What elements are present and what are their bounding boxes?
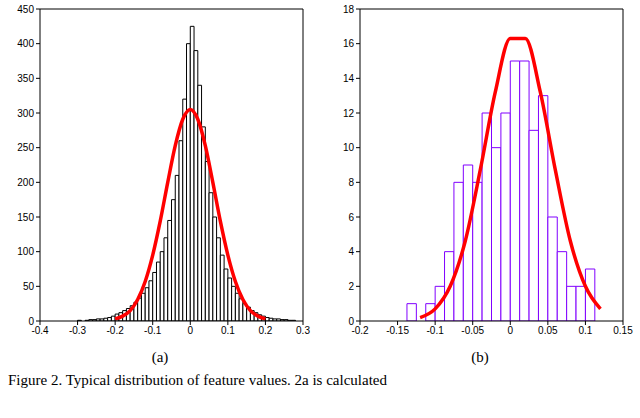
svg-text:0.3: 0.3	[296, 325, 310, 336]
svg-text:350: 350	[17, 73, 34, 84]
svg-text:0.15: 0.15	[613, 325, 632, 336]
svg-text:200: 200	[17, 177, 34, 188]
svg-text:-0.1: -0.1	[427, 325, 445, 336]
svg-text:-0.3: -0.3	[69, 325, 87, 336]
svg-text:0: 0	[188, 325, 194, 336]
svg-text:0: 0	[508, 325, 514, 336]
html-text:Figure 2. Typical distribution: Figure 2. Typical distribution of featur…	[8, 372, 387, 388]
svg-text:-0.05: -0.05	[461, 325, 484, 336]
html-text:(b): (b)	[471, 349, 489, 365]
html-text:(a): (a)	[151, 349, 169, 365]
svg-text:12: 12	[343, 108, 355, 119]
svg-text:150: 150	[17, 212, 34, 223]
svg-text:0: 0	[348, 316, 354, 327]
svg-text:-0.1: -0.1	[144, 325, 162, 336]
svg-text:8: 8	[348, 177, 354, 188]
svg-text:0.05: 0.05	[538, 325, 558, 336]
svg-text:50: 50	[23, 281, 35, 292]
svg-text:18: 18	[343, 4, 355, 15]
svg-text:300: 300	[17, 108, 34, 119]
svg-text:6: 6	[348, 212, 354, 223]
svg-text:2: 2	[348, 281, 354, 292]
svg-text:250: 250	[17, 142, 34, 153]
svg-text:100: 100	[17, 246, 34, 257]
svg-text:4: 4	[348, 246, 354, 257]
svg-text:0.2: 0.2	[258, 325, 272, 336]
svg-text:0.1: 0.1	[221, 325, 235, 336]
svg-text:14: 14	[343, 73, 355, 84]
svg-text:10: 10	[343, 142, 355, 153]
svg-text:16: 16	[343, 38, 355, 49]
svg-text:450: 450	[17, 4, 34, 15]
svg-text:0.1: 0.1	[578, 325, 592, 336]
svg-text:400: 400	[17, 38, 34, 49]
svg-text:-0.4: -0.4	[31, 325, 49, 336]
svg-text:-0.15: -0.15	[386, 325, 409, 336]
svg-text:0: 0	[28, 316, 34, 327]
svg-text:-0.2: -0.2	[351, 325, 369, 336]
svg-text:-0.2: -0.2	[107, 325, 125, 336]
